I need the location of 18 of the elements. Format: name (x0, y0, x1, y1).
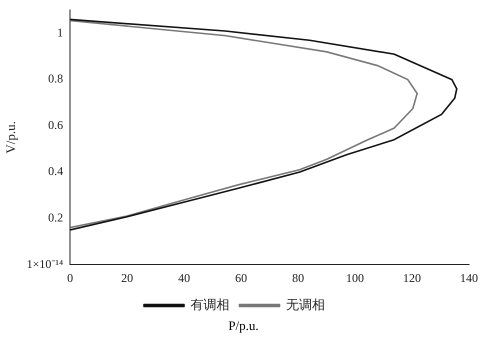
y-axis-title: V/p.u. (3, 121, 18, 154)
y-tick-label: 1 (57, 25, 64, 40)
x-tick-label: 140 (460, 270, 478, 285)
x-tick-label: 120 (403, 270, 422, 285)
legend-label: 有调相 (190, 296, 230, 312)
x-tick-label: 100 (346, 270, 364, 285)
x-tick-label: 0 (67, 270, 74, 285)
x-tick-label: 20 (121, 270, 134, 285)
y-tick-label: 0.8 (48, 72, 64, 86)
x-axis-title: P/p.u. (227, 318, 260, 334)
x-tick-label: 80 (292, 270, 304, 285)
x-tick-label: 60 (235, 270, 248, 285)
y-tick-label: 0.2 (48, 210, 64, 224)
y-tick-label: 1×10⁻¹⁴ (26, 256, 64, 271)
legend-label: 无调相 (286, 296, 325, 312)
y-tick-label: 0.6 (48, 118, 64, 132)
y-tick-label: 0.4 (48, 164, 64, 178)
x-tick-label: 40 (178, 270, 190, 285)
